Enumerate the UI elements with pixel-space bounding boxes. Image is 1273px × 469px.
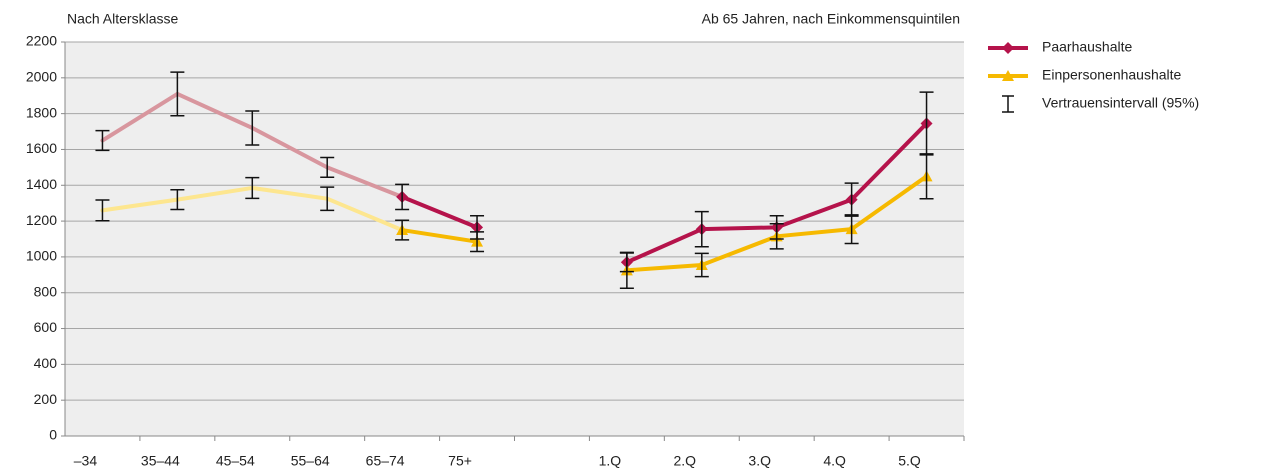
line-segment bbox=[699, 225, 779, 232]
line-segment bbox=[175, 185, 255, 202]
line-segment bbox=[400, 228, 480, 244]
plot-area bbox=[65, 42, 964, 436]
error-bar bbox=[320, 186, 335, 212]
error-bar bbox=[245, 176, 260, 200]
line-segment bbox=[100, 197, 180, 213]
error-bar bbox=[170, 189, 185, 211]
x-tick-label: –34 bbox=[74, 453, 98, 469]
line-segment bbox=[325, 165, 405, 199]
error-bar bbox=[694, 210, 709, 248]
error-bar bbox=[170, 71, 185, 117]
x-tick-label: 2.Q bbox=[674, 453, 697, 469]
x-tick-label: 3.Q bbox=[748, 453, 771, 469]
x-tick-label: 75+ bbox=[448, 453, 472, 469]
error-bar bbox=[619, 251, 634, 289]
y-tick-label: 400 bbox=[34, 355, 58, 371]
line-segment bbox=[250, 185, 330, 201]
legend-label: Paarhaushalte bbox=[1042, 39, 1133, 55]
line-segment bbox=[175, 91, 255, 130]
line-segment bbox=[100, 91, 180, 143]
y-tick-label: 1600 bbox=[26, 140, 57, 156]
legend-label: Vertrauensintervall (95%) bbox=[1042, 95, 1199, 111]
error-bar bbox=[95, 129, 110, 152]
marker bbox=[1002, 42, 1014, 54]
subtitle: Nach Altersklasse bbox=[67, 11, 178, 27]
y-tick-label: 1200 bbox=[26, 212, 57, 228]
error-bar bbox=[95, 199, 110, 222]
y-tick-label: 200 bbox=[34, 391, 58, 407]
error-bar bbox=[320, 156, 335, 178]
line-segment bbox=[774, 197, 854, 230]
line-segment bbox=[849, 174, 929, 232]
y-tick-label: 600 bbox=[34, 319, 58, 335]
error-bar bbox=[245, 110, 260, 146]
x-tick-label: 35–44 bbox=[141, 453, 180, 469]
y-tick-label: 0 bbox=[49, 427, 57, 443]
line-segment bbox=[624, 262, 704, 273]
legend-ci bbox=[1002, 95, 1014, 113]
y-tick-label: 1400 bbox=[26, 176, 57, 192]
legend-label: Einpersonenhaushalte bbox=[1042, 67, 1182, 83]
y-tick-label: 1800 bbox=[26, 104, 57, 120]
line-segment bbox=[699, 234, 779, 267]
x-tick-label: 45–54 bbox=[216, 453, 255, 469]
subtitle: Ab 65 Jahren, nach Einkommensquintilen bbox=[702, 11, 960, 27]
error-bar bbox=[694, 252, 709, 278]
line-segment bbox=[250, 125, 330, 170]
line-segment bbox=[774, 227, 854, 239]
x-tick-label: 55–64 bbox=[291, 453, 330, 469]
error-bar bbox=[844, 214, 859, 245]
y-tick-label: 1000 bbox=[26, 248, 57, 264]
y-tick-label: 2200 bbox=[26, 33, 57, 49]
error-bar bbox=[919, 153, 934, 200]
error-bar bbox=[470, 231, 485, 253]
y-tick-label: 2000 bbox=[26, 69, 57, 85]
y-tick-label: 800 bbox=[34, 283, 58, 299]
x-tick-label: 5.Q bbox=[898, 453, 921, 469]
line-segment bbox=[400, 194, 480, 230]
line-segment bbox=[849, 121, 929, 202]
error-bar bbox=[395, 219, 410, 241]
error-bar bbox=[395, 183, 410, 211]
line-segment bbox=[624, 227, 704, 265]
x-tick-label: 4.Q bbox=[823, 453, 846, 469]
line-segment bbox=[325, 196, 405, 233]
marker bbox=[1002, 70, 1014, 81]
x-tick-label: 1.Q bbox=[599, 453, 622, 469]
error-bar bbox=[769, 223, 784, 250]
x-tick-label: 65–74 bbox=[366, 453, 405, 469]
